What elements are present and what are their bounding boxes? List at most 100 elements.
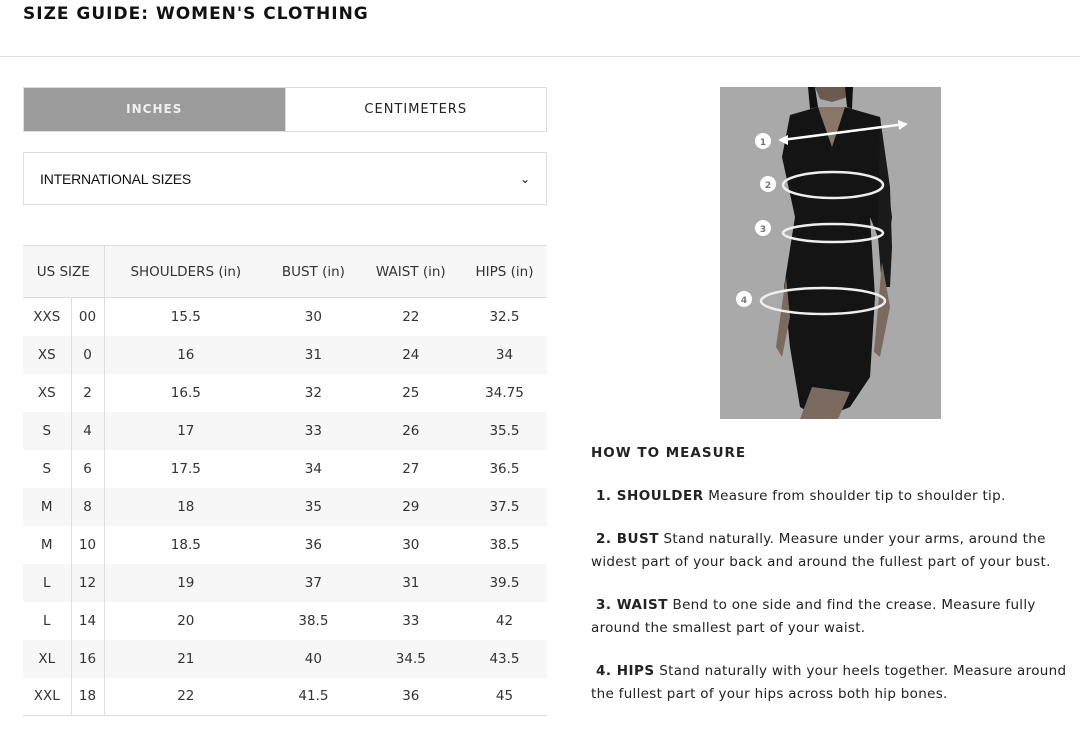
cell-us-size: 12 [70, 563, 105, 602]
size-table: US SIZE SHOULDERS (in) BUST (in) WAIST (… [23, 245, 547, 716]
col-shoulders: SHOULDERS (in) [104, 245, 268, 298]
cell-us-size: 6 [70, 449, 105, 488]
centimeters-tab[interactable]: CENTIMETERS [284, 88, 546, 131]
cell-bust: 40 [267, 639, 360, 678]
cell-shoulders: 16 [104, 335, 268, 374]
col-hips: HIPS (in) [461, 245, 547, 298]
marker-3: 3 [760, 225, 766, 235]
measurement-photo: 1 2 3 4 [720, 87, 941, 419]
cell-shoulders: 20 [177, 612, 195, 629]
cell-hips: 45 [461, 677, 547, 716]
cell-intl-size: XXL [23, 677, 71, 716]
page-title: SIZE GUIDE: WOMEN'S CLOTHING [23, 4, 369, 24]
table-row: XXS 00 15.5 30 22 32.5 [23, 297, 547, 336]
table-row: S 4 17 33 26 35.5 [23, 411, 547, 450]
step-label: 4. HIPS [596, 663, 655, 679]
cell-bust: 36 [304, 536, 322, 553]
cell-us-size: 14 [70, 601, 105, 640]
how-to-title: HOW TO MEASURE [591, 445, 747, 461]
cell-us-size: 4 [70, 411, 105, 450]
step-label: 2. BUST [596, 531, 659, 547]
table-row: XL 16 21 40 34.5 43.5 [23, 639, 547, 678]
table-row: L 14 20 38.5 33 42 [23, 601, 547, 640]
cell-hips: 38.5 [489, 536, 520, 553]
cell-intl-size: S [42, 460, 52, 477]
cell-waist: 30 [402, 536, 420, 553]
cell-us-size: 10 [70, 525, 105, 564]
cell-shoulders: 21 [104, 639, 268, 678]
cell-bust: 41.5 [267, 677, 360, 716]
cell-waist: 27 [402, 460, 420, 477]
cell-shoulders: 18.5 [170, 536, 201, 553]
marker-2: 2 [765, 181, 771, 191]
col-waist: WAIST (in) [359, 245, 462, 298]
table-row: XS 2 16.5 32 25 34.75 [23, 373, 547, 412]
cell-shoulders: 18 [104, 487, 268, 526]
cell-hips: 37.5 [461, 487, 547, 526]
cell-shoulders: 16.5 [170, 384, 201, 401]
cell-bust: 38.5 [298, 612, 329, 629]
cell-bust: 37 [267, 563, 360, 602]
cell-waist: 33 [402, 612, 420, 629]
cell-shoulders: 19 [104, 563, 268, 602]
cell-intl-size: L [23, 563, 71, 602]
cell-intl-size: XS [37, 384, 56, 401]
cell-hips: 42 [495, 612, 514, 629]
cell-hips: 43.5 [461, 639, 547, 678]
step-shoulder: 1. SHOULDER Measure from shoulder tip to… [591, 485, 1071, 508]
cell-shoulders: 15.5 [170, 308, 201, 325]
cell-intl-size: L [42, 612, 51, 629]
cell-intl-size: XXS [33, 308, 61, 325]
col-us-size: US SIZE [23, 245, 105, 298]
size-system-value: INTERNATIONAL SIZES [40, 170, 191, 187]
step-label: 1. SHOULDER [596, 487, 704, 504]
cell-waist: 36 [359, 677, 462, 716]
inches-tab[interactable]: INCHES [24, 88, 285, 131]
cell-intl-size: XS [23, 335, 71, 374]
cell-shoulders: 22 [104, 677, 268, 716]
cell-waist: 34.5 [359, 639, 462, 678]
cell-waist: 26 [359, 411, 462, 450]
col-bust: BUST (in) [267, 245, 360, 298]
step-hips: 4. HIPS Stand naturally with your heels … [591, 660, 1071, 705]
step-text: Measure from shoulder tip to shoulder ti… [703, 487, 1006, 504]
cell-us-size: 00 [70, 297, 105, 336]
table-row: XXL 18 22 41.5 36 45 [23, 677, 547, 716]
chevron-down-icon: ⌄ [520, 171, 530, 186]
cell-intl-size: M [23, 487, 71, 526]
size-system-select[interactable]: INTERNATIONAL SIZES ⌄ [23, 152, 547, 205]
cell-us-size: 0 [70, 335, 105, 374]
step-bust: 2. BUST Stand naturally. Measure under y… [591, 528, 1071, 573]
cell-intl-size: M [40, 536, 53, 553]
cell-us-size: 18 [70, 677, 105, 716]
cell-bust: 30 [304, 308, 322, 325]
step-text: Bend to one side and find the crease. Me… [591, 597, 1036, 636]
cell-waist: 31 [359, 563, 462, 602]
step-waist: 3. WAIST Bend to one side and find the c… [591, 594, 1071, 639]
cell-waist: 22 [402, 308, 420, 325]
cell-waist: 24 [359, 335, 462, 374]
cell-bust: 31 [267, 335, 360, 374]
table-row: M 8 18 35 29 37.5 [23, 487, 547, 526]
cell-hips: 39.5 [461, 563, 547, 602]
cell-us-size: 16 [70, 639, 105, 678]
cell-us-size: 2 [70, 373, 105, 412]
cell-bust: 34 [304, 460, 322, 477]
marker-1: 1 [760, 138, 766, 148]
cell-shoulders: 17.5 [170, 460, 201, 477]
how-to-measure: HOW TO MEASURE 1. SHOULDER Measure from … [591, 442, 1071, 726]
table-header-row: US SIZE SHOULDERS (in) BUST (in) WAIST (… [23, 245, 547, 298]
cell-hips: 35.5 [461, 411, 547, 450]
dress-model-illustration: 1 2 3 4 [736, 87, 908, 419]
cell-hips: 32.5 [489, 308, 520, 325]
unit-toggle: INCHES CENTIMETERS [23, 87, 547, 132]
step-text: Stand naturally with your heels together… [591, 663, 1067, 702]
table-row: M 10 18.5 36 30 38.5 [23, 525, 547, 564]
cell-waist: 25 [402, 384, 420, 401]
cell-shoulders: 17 [104, 411, 268, 450]
cell-intl-size: XL [23, 639, 71, 678]
step-label: 3. WAIST [596, 597, 668, 613]
cell-hips: 34 [461, 335, 547, 374]
table-row: L 12 19 37 31 39.5 [23, 563, 547, 602]
cell-waist: 29 [359, 487, 462, 526]
